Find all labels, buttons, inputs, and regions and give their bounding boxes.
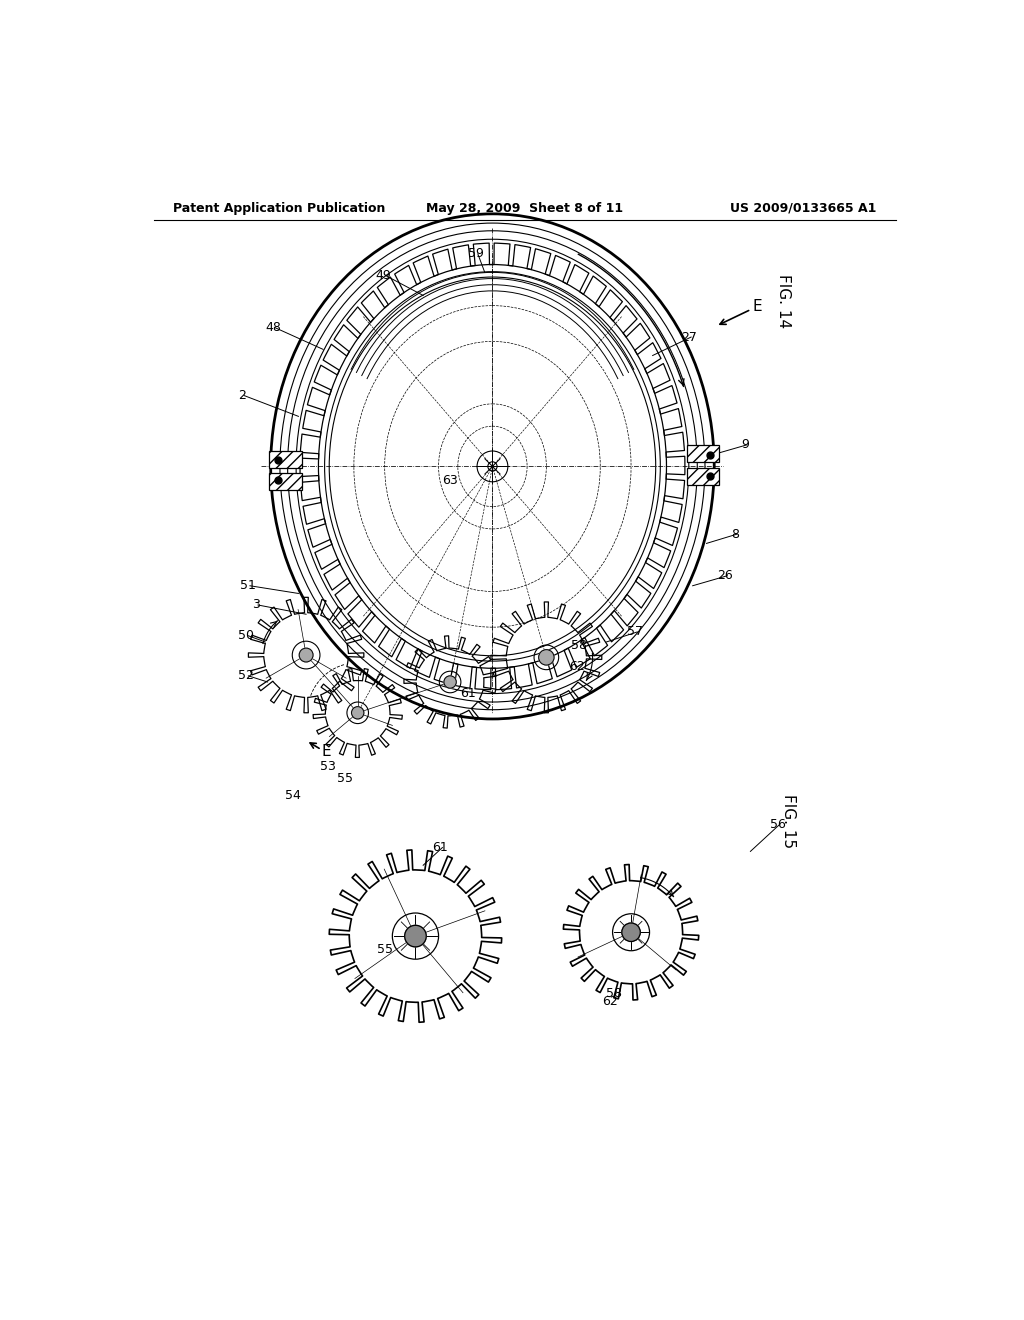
Text: 50: 50 (239, 630, 254, 643)
Text: 59: 59 (468, 247, 483, 260)
Text: US 2009/0133665 A1: US 2009/0133665 A1 (729, 202, 876, 215)
Text: 57: 57 (628, 626, 643, 639)
Text: FIG. 15: FIG. 15 (781, 793, 797, 847)
Text: 27: 27 (681, 330, 697, 343)
Text: Patent Application Publication: Patent Application Publication (173, 202, 385, 215)
Text: 8: 8 (731, 528, 739, 541)
Text: 55: 55 (337, 772, 353, 785)
Text: 3: 3 (252, 598, 260, 611)
Text: 54: 54 (285, 789, 300, 803)
Text: 52: 52 (239, 669, 254, 682)
Text: 61: 61 (460, 686, 476, 700)
Circle shape (404, 925, 426, 946)
Text: 48: 48 (265, 321, 282, 334)
Text: 61: 61 (432, 841, 449, 854)
FancyBboxPatch shape (686, 445, 719, 462)
Text: 58: 58 (571, 639, 587, 652)
Text: E: E (322, 743, 331, 759)
FancyBboxPatch shape (686, 469, 719, 484)
Text: 51: 51 (240, 579, 256, 593)
Circle shape (444, 676, 457, 688)
Text: 9: 9 (741, 438, 749, 451)
Text: 62: 62 (602, 995, 617, 1008)
Text: 56: 56 (770, 818, 785, 832)
Circle shape (539, 649, 554, 665)
Text: 2: 2 (239, 389, 246, 403)
Circle shape (351, 706, 364, 719)
Text: 26: 26 (717, 569, 733, 582)
Text: 53: 53 (319, 760, 336, 774)
FancyBboxPatch shape (269, 451, 301, 469)
Text: 58: 58 (606, 987, 623, 1001)
Text: 63: 63 (442, 474, 458, 487)
Circle shape (299, 648, 313, 661)
Text: 55: 55 (377, 944, 393, 957)
Text: E: E (753, 298, 762, 314)
FancyBboxPatch shape (269, 473, 301, 490)
Text: FIG. 14: FIG. 14 (776, 273, 791, 327)
Text: 62: 62 (569, 660, 585, 673)
Text: May 28, 2009  Sheet 8 of 11: May 28, 2009 Sheet 8 of 11 (426, 202, 624, 215)
Text: 49: 49 (376, 269, 391, 282)
Circle shape (622, 923, 640, 941)
